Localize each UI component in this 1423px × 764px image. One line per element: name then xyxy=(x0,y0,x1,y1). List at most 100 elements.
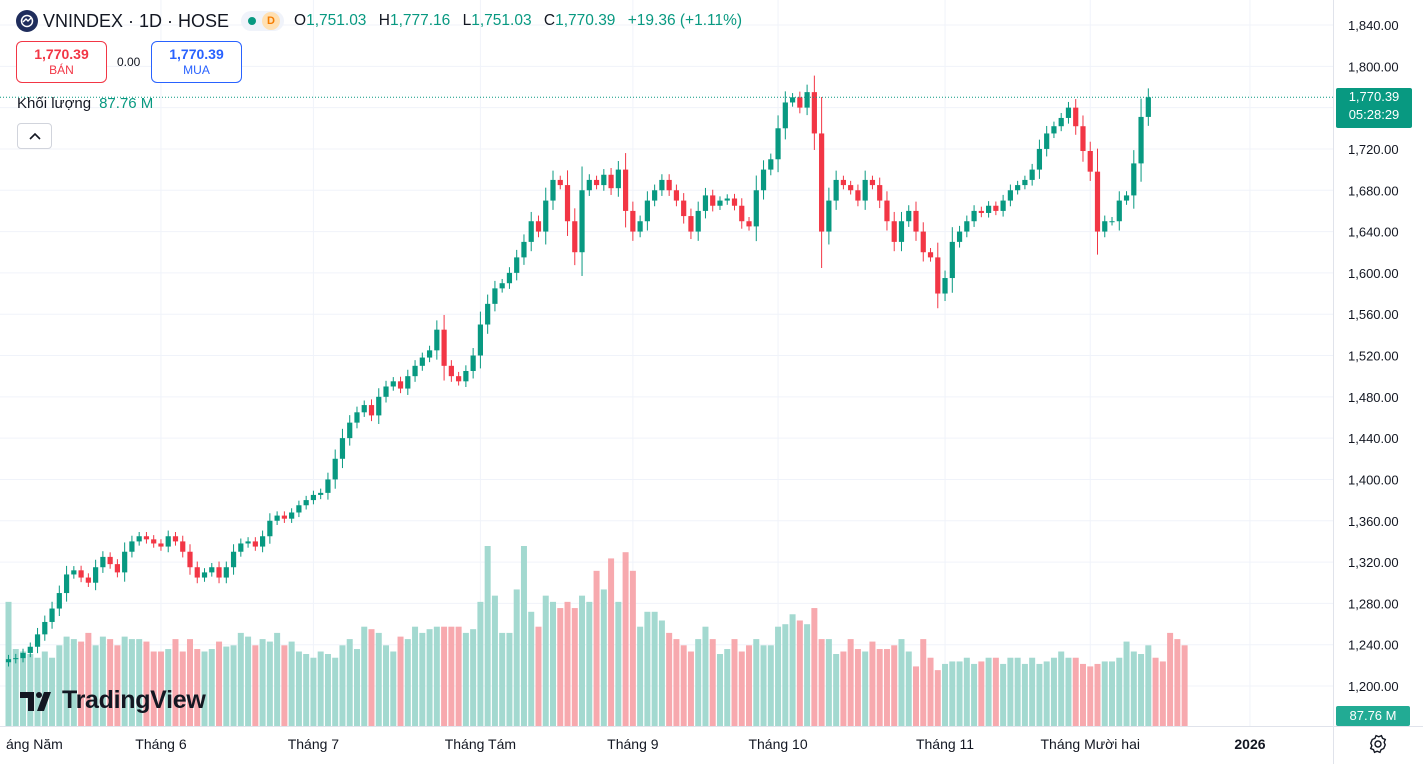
x-tick-label: áng Năm xyxy=(6,736,63,752)
volume-bar xyxy=(557,608,564,726)
volume-bar xyxy=(194,649,201,726)
candle-body xyxy=(579,190,585,253)
symbol-logo-icon xyxy=(16,10,38,32)
candle-body xyxy=(1109,221,1115,223)
y-tick-label: 1,400.00 xyxy=(1348,472,1399,487)
candle-body xyxy=(1138,116,1144,164)
volume-bar xyxy=(252,645,259,726)
sell-button[interactable]: 1,770.39 BÁN xyxy=(16,41,107,83)
candle-body xyxy=(325,479,331,493)
buy-button[interactable]: 1,770.39 MUA xyxy=(151,41,242,83)
candle-body xyxy=(564,185,571,222)
volume-bar xyxy=(1021,663,1028,726)
symbol-legend: VNINDEX · 1D · HOSE D O1,751.03 H1,777.1… xyxy=(16,9,750,33)
candle-body xyxy=(1080,126,1086,152)
candle-body xyxy=(34,634,41,647)
candle-body xyxy=(318,492,324,495)
low-value: 1,751.03 xyxy=(471,12,532,29)
volume-bar xyxy=(49,657,56,726)
volume-bar xyxy=(27,654,34,726)
volume-bar xyxy=(891,645,898,726)
volume-bar xyxy=(368,629,375,726)
volume-bar xyxy=(985,657,992,726)
volume-bar xyxy=(484,546,491,726)
candle-body xyxy=(884,200,890,222)
volume-bar xyxy=(208,649,215,726)
volume-bar xyxy=(934,670,941,726)
volume-bar xyxy=(949,661,956,726)
volume-bar xyxy=(274,632,281,726)
candle-body xyxy=(310,494,317,501)
candle-body xyxy=(891,221,897,242)
candle-body xyxy=(695,210,701,232)
candle-body xyxy=(593,179,600,186)
candle-body xyxy=(412,365,418,377)
candle-body xyxy=(724,198,730,201)
candle-body xyxy=(993,205,999,211)
candle-body xyxy=(971,210,977,222)
volume-bar xyxy=(455,626,462,726)
volume-bar xyxy=(775,626,782,726)
volume-bar xyxy=(883,649,890,726)
volume-bar xyxy=(767,645,774,726)
volume-bar xyxy=(499,632,506,726)
x-tick-label: Tháng Tám xyxy=(445,736,516,752)
volume-bar xyxy=(804,624,811,726)
candle-body xyxy=(804,92,810,108)
candle-body xyxy=(1044,133,1050,149)
volume-bar xyxy=(1087,666,1094,726)
volume-bar xyxy=(462,632,469,726)
candle-body xyxy=(855,190,861,201)
candle-body xyxy=(143,536,150,540)
collapse-legend-button[interactable] xyxy=(17,123,52,149)
volume-bar xyxy=(346,639,353,726)
x-tick-label: Tháng Mười hai xyxy=(1040,736,1139,752)
volume-bar xyxy=(702,626,709,726)
candle-body xyxy=(354,412,360,423)
volume-bar xyxy=(121,636,128,726)
candle-body xyxy=(245,541,251,544)
candle-body xyxy=(557,179,563,186)
candle-body xyxy=(1029,169,1035,180)
candle-body xyxy=(339,438,346,459)
volume-bar xyxy=(281,645,288,726)
volume-bar xyxy=(811,608,818,726)
candle-body xyxy=(1015,185,1021,191)
candle-body xyxy=(986,205,992,213)
chart-settings-gear-icon[interactable] xyxy=(1367,733,1389,755)
symbol-title[interactable]: VNINDEX · 1D · HOSE xyxy=(43,10,230,31)
volume-bar xyxy=(136,639,143,726)
volume-bar xyxy=(201,651,208,726)
candle-body xyxy=(1000,200,1006,211)
candle-body xyxy=(1116,200,1122,222)
candle-body xyxy=(456,376,462,382)
candle-body xyxy=(731,198,738,206)
y-tick-label: 1,840.00 xyxy=(1348,18,1399,33)
volume-bar xyxy=(397,636,404,726)
volume-bar xyxy=(1116,657,1123,726)
volume-bar xyxy=(862,651,869,726)
volume-bar xyxy=(680,645,687,726)
tradingview-logo[interactable]: TradingView xyxy=(20,686,206,715)
candle-body xyxy=(419,357,425,366)
volume-bar xyxy=(1079,663,1086,726)
volume-legend[interactable]: Khối lượng 87.76 M xyxy=(17,95,153,112)
candle-body xyxy=(499,283,505,289)
market-status-badge[interactable]: D xyxy=(241,11,285,31)
volume-bar xyxy=(383,645,390,726)
candle-body xyxy=(681,200,687,217)
spread-value: 0.00 xyxy=(117,55,141,69)
candle-body xyxy=(390,381,396,387)
candle-body xyxy=(630,210,636,232)
volume-bar xyxy=(920,639,927,726)
candle-body xyxy=(869,179,876,186)
candle-body xyxy=(688,216,694,232)
candle-body xyxy=(1022,179,1028,186)
candle-body xyxy=(797,97,803,108)
candle-body xyxy=(652,190,658,201)
volume-bar xyxy=(70,639,77,726)
volume-bar xyxy=(564,601,571,726)
volume-bar xyxy=(12,649,19,726)
sell-label: BÁN xyxy=(49,63,74,77)
